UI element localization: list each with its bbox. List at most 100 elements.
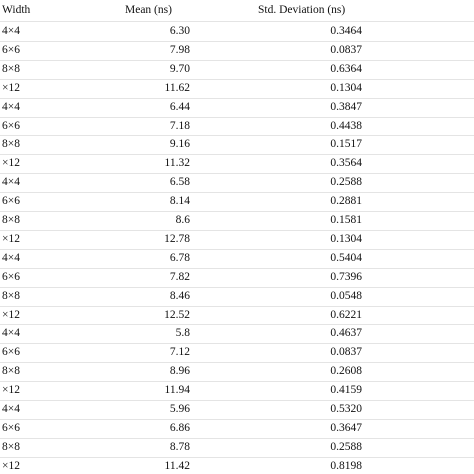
separator — [0, 97, 474, 99]
mean-cell: 12.52 — [164, 308, 190, 321]
mean-cell: 6.30 — [169, 25, 190, 37]
width-cell: 8×8 — [2, 138, 20, 151]
mean-cell: 9.70 — [169, 62, 190, 75]
std-cell: 0.5320 — [330, 403, 362, 415]
width-cell: 4×4 — [2, 100, 20, 113]
mean-cell: 8.96 — [169, 365, 190, 378]
std-cell: 0.6364 — [330, 62, 362, 75]
mean-cell: 6.58 — [169, 176, 190, 189]
std-cell: 0.6221 — [330, 308, 362, 321]
std-cell: 0.2881 — [330, 195, 362, 208]
width-cell: 4×4 — [2, 327, 20, 340]
std-cell: 0.1304 — [330, 232, 362, 245]
width-cell: ×12 — [2, 384, 20, 397]
separator — [0, 418, 474, 420]
separator — [0, 362, 474, 364]
std-cell: 0.5404 — [330, 251, 362, 264]
mean-cell: 7.12 — [169, 346, 190, 359]
std-cell: 0.8198 — [330, 459, 362, 472]
separator — [0, 21, 474, 22]
std-cell: 0.4637 — [330, 327, 362, 340]
std-cell: 0.2608 — [330, 365, 362, 378]
separator — [0, 381, 474, 383]
std-cell: 0.1581 — [330, 214, 362, 226]
separator — [0, 267, 474, 269]
separator — [0, 456, 474, 458]
mean-cell: 9.16 — [169, 138, 190, 151]
width-cell: 6×6 — [2, 43, 20, 56]
width-cell: 8×8 — [2, 62, 20, 75]
std-cell: 0.2588 — [330, 440, 362, 453]
std-cell: 0.1517 — [330, 138, 362, 151]
width-cell: 8×8 — [2, 214, 20, 226]
separator — [0, 211, 474, 212]
mean-cell: 11.32 — [164, 157, 190, 170]
mean-cell: 11.94 — [164, 384, 190, 397]
separator — [0, 400, 474, 401]
mean-cell: 7.98 — [169, 43, 190, 56]
width-cell: 8×8 — [2, 440, 20, 453]
mean-cell: 11.62 — [164, 81, 190, 94]
mean-cell: 7.18 — [169, 119, 190, 132]
width-cell: 4×4 — [2, 251, 20, 264]
std-cell: 0.3564 — [330, 157, 362, 170]
mean-cell: 11.42 — [164, 459, 190, 472]
mean-cell: 12.78 — [164, 232, 190, 245]
mean-cell: 8.14 — [169, 195, 190, 208]
std-cell: 0.0837 — [330, 346, 362, 359]
std-cell: 0.0548 — [330, 289, 362, 302]
mean-cell: 5.8 — [175, 327, 190, 340]
std-cell: 0.0837 — [330, 43, 362, 56]
header-cell: Mean (ns) — [125, 4, 172, 16]
width-cell: ×12 — [2, 308, 20, 321]
width-cell: ×12 — [2, 157, 20, 170]
mean-cell: 6.78 — [169, 251, 190, 264]
std-cell: 0.1304 — [330, 81, 362, 94]
std-cell: 0.3847 — [330, 100, 362, 113]
separator — [0, 192, 474, 194]
width-cell: 8×8 — [2, 365, 20, 378]
std-cell: 0.4438 — [330, 119, 362, 132]
std-cell: 0.3647 — [330, 421, 362, 434]
separator — [0, 40, 474, 42]
mean-cell: 7.82 — [169, 270, 190, 283]
width-cell: 6×6 — [2, 195, 20, 208]
separator — [0, 286, 474, 288]
width-cell: 4×4 — [2, 25, 20, 37]
std-cell: 0.2588 — [330, 176, 362, 189]
mean-cell: 8.78 — [169, 440, 190, 453]
width-cell: 6×6 — [2, 119, 20, 132]
mean-cell: 8.46 — [169, 289, 190, 302]
mean-cell: 8.6 — [175, 214, 190, 226]
width-cell: 8×8 — [2, 289, 20, 302]
separator — [0, 437, 474, 439]
width-cell: 6×6 — [2, 270, 20, 283]
separator — [0, 154, 474, 156]
separator — [0, 173, 474, 175]
separator — [0, 59, 474, 61]
separator — [0, 78, 474, 80]
separator — [0, 324, 474, 326]
std-cell: 0.7396 — [330, 270, 362, 283]
separator — [0, 248, 474, 250]
separator — [0, 116, 474, 118]
separator — [0, 135, 474, 137]
width-cell: ×12 — [2, 459, 20, 472]
width-cell: 4×4 — [2, 403, 20, 415]
separator — [0, 343, 474, 345]
header-cell: Width — [2, 4, 31, 16]
width-cell: 6×6 — [2, 421, 20, 434]
separator — [0, 305, 474, 307]
std-cell: 0.3464 — [330, 25, 362, 37]
width-cell: ×12 — [2, 81, 20, 94]
header-cell: Std. Deviation (ns) — [258, 4, 346, 16]
width-cell: 4×4 — [2, 176, 20, 189]
mean-cell: 5.96 — [169, 403, 190, 415]
width-cell: ×12 — [2, 232, 20, 245]
mean-cell: 6.44 — [169, 100, 190, 113]
separator — [0, 229, 474, 231]
width-cell: 6×6 — [2, 346, 20, 359]
mean-cell: 6.86 — [169, 421, 190, 434]
std-cell: 0.4159 — [330, 384, 362, 397]
